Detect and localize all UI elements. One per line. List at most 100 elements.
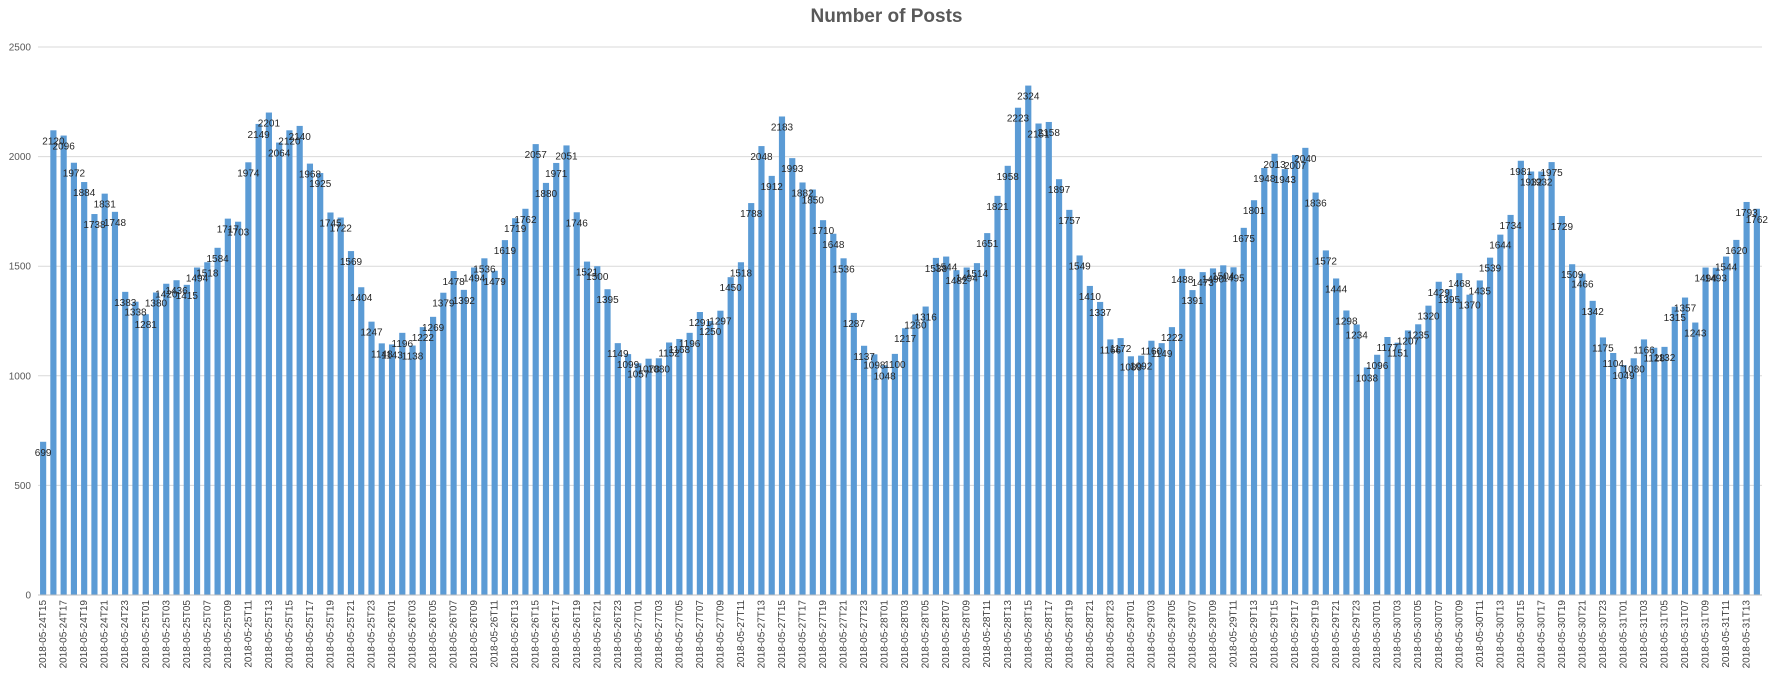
bar	[214, 247, 221, 595]
data-label: 1884	[73, 188, 96, 199]
bar	[1651, 347, 1658, 595]
bar	[1066, 209, 1073, 595]
bar	[666, 342, 673, 595]
bar	[973, 263, 981, 595]
data-label: 1281	[135, 320, 158, 331]
bar	[1281, 169, 1288, 595]
bar	[306, 163, 314, 596]
bar	[583, 261, 591, 595]
bar	[1240, 227, 1247, 595]
bar	[481, 258, 488, 595]
x-tick-label: 2018-05-30T23	[1598, 600, 1609, 669]
x-tick-label: 2018-05-30T09	[1454, 600, 1465, 669]
bar	[717, 310, 724, 595]
data-label: 1415	[176, 291, 199, 302]
x-tick-label: 2018-05-29T05	[1167, 600, 1178, 669]
x-tick-label: 2018-05-25T17	[305, 600, 316, 669]
data-label: 1320	[1417, 312, 1440, 323]
data-label: 1166	[1633, 345, 1655, 356]
data-label: 1495	[1222, 273, 1245, 284]
data-label: 1337	[1089, 308, 1112, 319]
data-label: 1392	[453, 296, 476, 307]
data-label: 1746	[566, 218, 589, 229]
x-tick-label: 2018-05-25T03	[161, 600, 172, 669]
data-label: 1981	[1510, 167, 1533, 178]
bar	[317, 173, 324, 596]
bar	[235, 221, 242, 595]
x-tick-label: 2018-05-29T21	[1331, 600, 1342, 669]
x-tick-label: 2018-05-28T11	[982, 600, 993, 668]
data-label: 2007	[1284, 161, 1307, 172]
data-label: 1383	[114, 298, 137, 309]
x-tick-label: 2018-05-30T03	[1393, 600, 1404, 669]
data-label: 1494	[1694, 274, 1717, 285]
data-label: 1569	[340, 257, 363, 268]
data-label: 1149	[607, 349, 629, 360]
bar	[460, 289, 467, 595]
bar	[183, 284, 190, 595]
bar	[1599, 337, 1607, 595]
bar	[737, 262, 745, 595]
bar	[902, 328, 909, 595]
bar	[512, 218, 519, 596]
bar	[994, 195, 1001, 596]
data-label: 1544	[935, 263, 958, 274]
bar	[1014, 107, 1022, 596]
x-tick-label: 2018-05-28T19	[1064, 600, 1075, 669]
x-tick-label: 2018-05-30T17	[1536, 600, 1547, 669]
data-label: 1958	[997, 172, 1020, 183]
bar	[101, 193, 108, 595]
bar	[758, 146, 765, 595]
bar	[193, 267, 201, 595]
data-label: 2120	[278, 136, 301, 147]
data-label: 1177	[1377, 343, 1399, 354]
data-label: 1143	[381, 350, 403, 361]
data-label: 1482	[945, 276, 968, 287]
bar	[604, 289, 611, 595]
bar	[1250, 200, 1258, 595]
x-tick-label: 2018-05-28T15	[1023, 600, 1034, 669]
bar	[850, 312, 857, 595]
data-label: 1490	[1202, 274, 1225, 285]
data-label: 1932	[1530, 178, 1553, 189]
bar	[676, 338, 683, 595]
bar	[1486, 257, 1494, 595]
bar	[1045, 121, 1052, 595]
bar	[255, 123, 262, 595]
data-label: 1316	[915, 313, 938, 324]
data-label: 1148	[371, 349, 393, 360]
x-tick-label: 2018-05-27T09	[715, 600, 726, 669]
bar	[1199, 272, 1206, 595]
x-tick-label: 2018-05-25T11	[243, 600, 254, 668]
bar	[152, 292, 160, 595]
x-tick-label: 2018-05-30T07	[1434, 600, 1445, 669]
data-label: 1703	[227, 228, 250, 239]
data-label: 1429	[1428, 288, 1451, 299]
bar	[1148, 340, 1155, 595]
x-tick-label: 2018-05-25T13	[264, 600, 275, 669]
x-tick-label: 2018-05-28T17	[1044, 600, 1055, 669]
data-label: 1138	[402, 352, 424, 363]
data-label: 1734	[1499, 221, 1522, 232]
bar	[450, 271, 457, 595]
data-label: 1745	[319, 218, 342, 229]
data-label: 1793	[1735, 208, 1758, 219]
data-label: 1096	[1366, 361, 1389, 372]
data-label: 1538	[925, 264, 948, 275]
data-label: 1912	[761, 182, 784, 193]
data-label: 1831	[94, 200, 117, 211]
data-label: 1247	[360, 328, 383, 339]
bar	[1497, 234, 1504, 595]
data-label: 1494	[956, 274, 979, 285]
data-label: 1287	[843, 319, 866, 330]
bar	[1343, 310, 1350, 595]
x-tick-label: 2018-05-26T13	[510, 600, 521, 669]
data-label: 1729	[1551, 222, 1574, 233]
bar	[686, 332, 693, 595]
data-label: 1250	[699, 327, 722, 338]
data-label: 1395	[596, 295, 619, 306]
data-label: 1514	[966, 269, 989, 280]
data-label: 1521	[576, 268, 599, 279]
data-label: 1850	[802, 195, 825, 206]
bar	[378, 343, 385, 595]
